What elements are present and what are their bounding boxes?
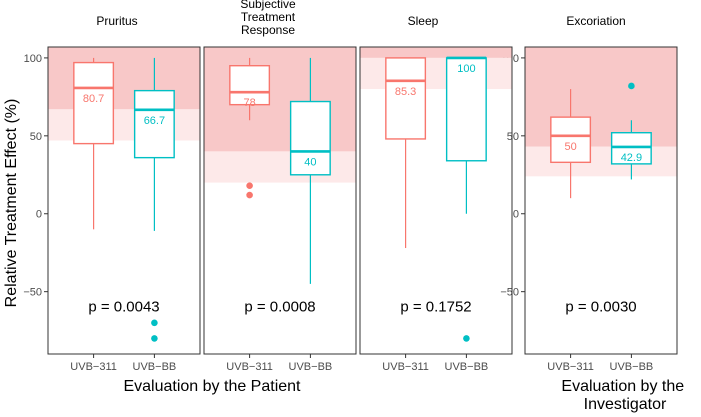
- median-label: 100: [457, 63, 475, 75]
- y-tick-label: 50: [30, 131, 42, 143]
- panel-border: [47, 46, 201, 355]
- y-tick-label: −50: [500, 287, 519, 299]
- median-label: 42.9: [621, 152, 642, 164]
- box-iqr: [610, 132, 652, 165]
- outlier-point: [151, 335, 158, 342]
- box-iqr: [229, 65, 271, 106]
- panels: −50 0 50 100 −50 0 50 100 Pruritus 80.7 UVB−311 66.…: [23, 0, 678, 373]
- panel-border: [524, 46, 678, 355]
- box-uvb-bb: 42.9 UVB−BB: [610, 82, 654, 373]
- y-tick-label: −50: [23, 287, 42, 299]
- median-label: 85.3: [395, 86, 416, 98]
- zone-dark: [204, 47, 356, 152]
- panel-title: Sleep: [408, 14, 439, 28]
- panel-title: Pruritus: [96, 14, 137, 28]
- zone-light: [360, 57, 512, 90]
- box-uvb-bb: 66.7 UVB−BB: [133, 57, 177, 373]
- median-label: 66.7: [144, 115, 165, 127]
- y-tick-label: 0: [36, 209, 42, 221]
- box-iqr: [385, 57, 427, 140]
- y-tick-label: 100: [24, 53, 42, 65]
- panel-border: [203, 46, 357, 355]
- median-label: 80.7: [83, 93, 104, 105]
- p-value: p = 0.0043: [88, 299, 159, 316]
- x-tick-label: UVB−311: [226, 361, 273, 373]
- group-label-patient: Evaluation by the Patient: [123, 378, 301, 395]
- zone-light: [48, 109, 200, 141]
- panel-title: Excoriation: [566, 14, 625, 28]
- group-label-investigator-line-1: Evaluation by the: [561, 378, 684, 395]
- x-tick-label: UVB−BB: [289, 361, 333, 373]
- zone-dark: [360, 47, 512, 58]
- p-value: p = 0.0008: [244, 299, 315, 316]
- group-label-investigator-line-2: Investigator: [584, 396, 667, 413]
- box-iqr: [550, 116, 592, 164]
- zone-light: [204, 151, 356, 183]
- y-axis-label: Relative Treatment Effect (%): [3, 99, 20, 308]
- panel-title: Response: [241, 23, 295, 37]
- panel: Pruritus 80.7 UVB−311 66.7 UVB−BB p = 0.0043: [47, 14, 201, 373]
- panel-title: Subjective: [240, 0, 296, 11]
- box-uvb-311: 78 UVB−311: [226, 57, 273, 373]
- p-value: p = 0.1752: [400, 299, 471, 316]
- box-uvb-311: 80.7 UVB−311: [70, 57, 117, 373]
- panel: Sleep 85.3 UVB−311 100 UVB−BB p = 0.1752: [359, 14, 513, 373]
- outlier-point: [463, 335, 470, 342]
- panel: Excoriation 50 UVB−311 42.9 UVB−BB p = 0.0030: [524, 14, 678, 373]
- p-value: p = 0.0030: [565, 299, 636, 316]
- y-tick-label: 0: [513, 209, 519, 221]
- y-tick-label: 50: [507, 131, 519, 143]
- x-tick-label: UVB−311: [547, 361, 594, 373]
- zone-dark: [525, 47, 677, 147]
- outlier-point: [628, 82, 635, 90]
- box-iqr: [445, 57, 487, 162]
- x-tick-label: UVB−BB: [610, 361, 654, 373]
- box-uvb-311: 85.3 UVB−311: [382, 57, 429, 373]
- median-label: 50: [564, 141, 576, 153]
- box-uvb-311: 50 UVB−311: [547, 89, 594, 373]
- box-iqr: [73, 61, 115, 145]
- panel-title: Treatment: [241, 10, 296, 24]
- zone-dark: [48, 47, 200, 110]
- box-uvb-bb: 40 UVB−BB: [289, 57, 333, 373]
- box-uvb-bb: 100 UVB−BB: [445, 56, 489, 373]
- x-tick-label: UVB−BB: [445, 361, 489, 373]
- x-tick-label: UVB−311: [382, 361, 429, 373]
- box-iqr: [133, 89, 175, 159]
- median-label: 40: [304, 156, 316, 168]
- box-iqr: [289, 100, 331, 176]
- outlier-point: [246, 191, 253, 199]
- x-tick-label: UVB−311: [70, 361, 117, 373]
- group-label-investigator: Evaluation by the Investigator: [561, 378, 688, 413]
- median-label: 78: [243, 97, 255, 109]
- outlier-point: [151, 319, 158, 327]
- zone-light: [525, 146, 677, 177]
- outlier-point: [246, 182, 253, 189]
- panel-border: [359, 46, 513, 355]
- x-tick-label: UVB−BB: [133, 361, 177, 373]
